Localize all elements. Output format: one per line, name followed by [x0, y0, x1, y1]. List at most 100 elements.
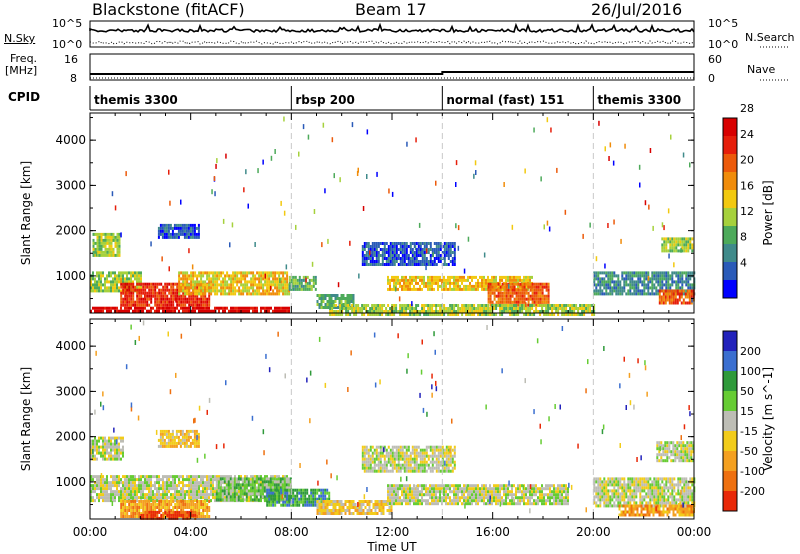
- heatmap-cell: [180, 289, 183, 293]
- heatmap-cell: [629, 286, 632, 290]
- heatmap-cell: [126, 306, 128, 310]
- heatmap-cell: [233, 492, 236, 496]
- heatmap-cell: [687, 240, 690, 244]
- heatmap-cell: [134, 484, 136, 488]
- heatmap-cell: [533, 282, 536, 286]
- heatmap-cell: [351, 304, 354, 307]
- heatmap-cell: [96, 232, 99, 236]
- heatmap-cell: [156, 297, 159, 301]
- heatmap-cell: [90, 490, 92, 494]
- heatmap-cell: [255, 480, 258, 484]
- heatmap-cell: [134, 481, 136, 485]
- heatmap-cell: [110, 499, 112, 503]
- heatmap-cell: [220, 280, 223, 284]
- heatmap-cell: [118, 448, 120, 452]
- heatmap-cell: [223, 477, 226, 481]
- heatmap-cell: [679, 237, 682, 241]
- heatmap-cell: [116, 283, 118, 287]
- heatmap-cell: [206, 506, 209, 509]
- heatmap-cell: [511, 285, 514, 289]
- heatmap-cell: [278, 306, 280, 310]
- heatmap-cell: [114, 205, 117, 211]
- heatmap-cell: [170, 516, 173, 520]
- heatmap-cell: [609, 274, 612, 278]
- heatmap-cell: [286, 286, 289, 290]
- heatmap-cell: [403, 287, 405, 291]
- heatmap-cell: [515, 275, 517, 279]
- heatmap-cell: [687, 271, 690, 275]
- heatmap-cell: [104, 454, 106, 458]
- heatmap-cell: [611, 289, 614, 293]
- heatmap-cell: [611, 274, 614, 278]
- heatmap-cell: [427, 248, 430, 251]
- heatmap-cell: [128, 306, 130, 310]
- heatmap-cell: [513, 310, 516, 313]
- heatmap-cell: [158, 509, 161, 512]
- heatmap-cell: [98, 238, 101, 242]
- heatmap-cell: [561, 310, 564, 313]
- heatmap-cell: [208, 274, 211, 278]
- heatmap-cell: [168, 303, 171, 307]
- heatmap-cell: [662, 292, 665, 296]
- heatmap-cell: [455, 313, 458, 316]
- heatmap-cell: [345, 310, 348, 313]
- heatmap-cell: [353, 313, 356, 316]
- heatmap-cell: [403, 310, 406, 313]
- heatmap-cell: [555, 304, 558, 307]
- heatmap-band: [661, 237, 694, 253]
- heatmap-cell: [473, 313, 476, 316]
- heatmap-cell: [593, 307, 596, 310]
- heatmap-cell: [511, 300, 514, 304]
- heatmap-cell: [224, 286, 227, 290]
- heatmap-cell: [511, 275, 513, 279]
- heatmap-cell: [212, 484, 214, 488]
- heatmap-cell: [495, 294, 498, 298]
- heatmap-cell: [453, 281, 455, 285]
- heatmap-cell: [186, 300, 189, 304]
- heatmap-cell: [304, 281, 307, 285]
- heatmap-cell: [146, 493, 148, 497]
- heatmap-cell: [497, 294, 500, 298]
- heatmap-cell: [118, 499, 120, 503]
- heatmap-cell: [545, 294, 548, 298]
- heatmap-cell: [165, 223, 168, 227]
- heatmap-cell: [184, 490, 186, 494]
- heatmap-cell: [118, 484, 120, 488]
- heatmap-cell: [94, 436, 96, 440]
- heatmap-cell: [146, 478, 148, 482]
- heatmap-cell: [369, 307, 372, 310]
- heatmap-cell: [593, 310, 596, 313]
- heatmap-cell: [126, 280, 128, 284]
- heatmap-cell: [178, 475, 180, 479]
- heatmap-cell: [102, 436, 104, 440]
- heatmap-cell: [116, 289, 118, 293]
- heatmap-cell: [208, 283, 211, 287]
- heatmap-cell: [281, 486, 284, 490]
- heatmap-cell: [250, 475, 252, 479]
- heatmap-cell: [491, 288, 494, 292]
- heatmap-cell: [537, 297, 540, 301]
- heatmap-cell: [269, 480, 272, 484]
- heatmap-cell: [130, 475, 132, 479]
- heatmap-cell: [210, 499, 212, 503]
- heatmap-cell: [577, 310, 580, 313]
- heatmap-cell: [639, 289, 642, 293]
- heatmap-cell: [126, 496, 128, 500]
- heatmap-cell: [122, 496, 124, 500]
- heatmap-cell: [271, 483, 274, 487]
- heatmap-cell: [685, 246, 688, 250]
- heatmap-cell: [318, 306, 321, 309]
- heatmap-cell: [262, 271, 265, 275]
- heatmap-cell: [415, 254, 418, 257]
- heatmap-cell: [690, 289, 693, 293]
- heatmap-cell: [112, 478, 114, 482]
- heatmap-cell: [631, 274, 634, 278]
- heatmap-cell: [593, 280, 596, 284]
- heatmap-cell: [405, 310, 408, 313]
- heatmap-cell: [591, 313, 594, 316]
- heatmap-cell: [505, 291, 508, 295]
- heatmap-cell: [214, 499, 216, 503]
- heatmap-cell: [377, 254, 380, 257]
- heatmap-cell: [395, 242, 398, 245]
- heatmap-cell: [663, 225, 665, 231]
